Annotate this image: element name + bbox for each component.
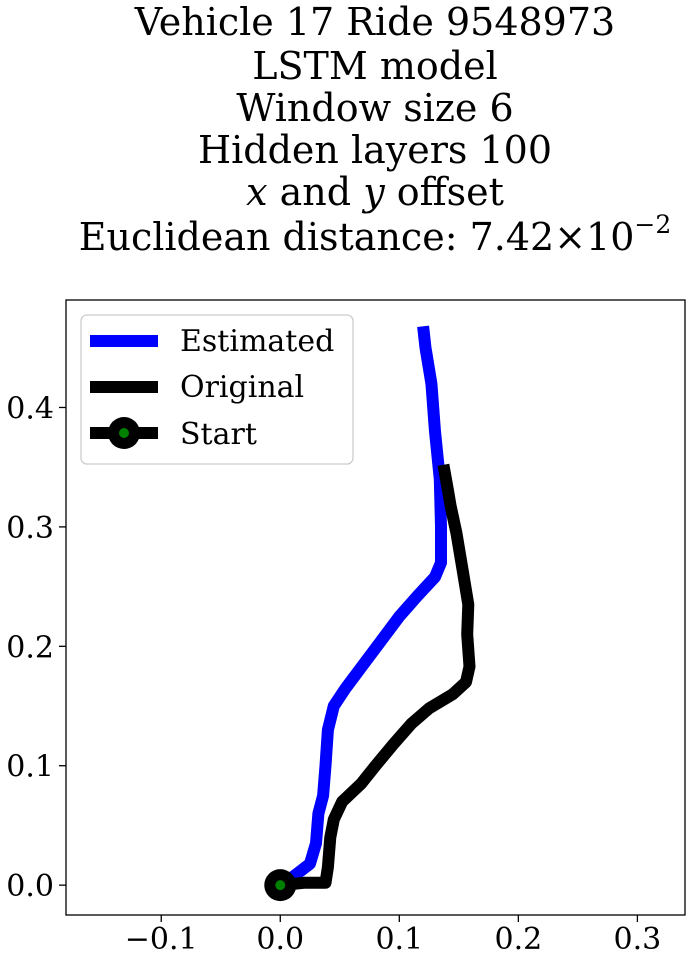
y-tick-label: 0.2 xyxy=(6,630,54,665)
x-tick-label: 0.3 xyxy=(614,922,662,957)
y-tick-label: 0.1 xyxy=(6,750,54,785)
x-tick-label: 0.2 xyxy=(494,922,542,957)
title-line-model: LSTM model xyxy=(252,44,497,88)
legend-frame xyxy=(80,314,354,465)
title-offset-y-var: y xyxy=(361,170,385,214)
legend-label-start: Start xyxy=(180,417,257,452)
legend-swatch-start-inner xyxy=(119,428,129,438)
axis-ticks: −0.1 0.0 0.1 0.2 0.3 0.0 0.1 0.2 0.3 0.4 xyxy=(6,391,661,957)
title-offset-x-var: x xyxy=(246,170,267,214)
x-tick-label: 0.0 xyxy=(256,922,304,957)
title-offset-tail: offset xyxy=(385,170,504,214)
title-distance-exponent: −2 xyxy=(634,210,671,239)
title-offset-and: and xyxy=(268,170,364,214)
y-tick-label: 0.3 xyxy=(6,511,54,546)
x-tick-label: 0.1 xyxy=(375,922,423,957)
y-tick-label: 0.0 xyxy=(6,869,54,904)
series-line-estimated xyxy=(276,325,447,891)
plot-layer xyxy=(264,325,476,902)
title-line-vehicle-ride: Vehicle 17 Ride 9548973 xyxy=(134,0,615,44)
title-distance-times: × xyxy=(554,215,586,259)
y-tick-label: 0.4 xyxy=(6,391,54,426)
title-distance-base: 10 xyxy=(586,215,634,259)
start-marker-inner xyxy=(275,880,286,891)
series-line-original xyxy=(279,463,476,892)
x-tick-label: −0.1 xyxy=(125,922,198,957)
title-line-hidden-layers: Hidden layers 100 xyxy=(198,128,552,172)
title-line-offset: x and y offset xyxy=(246,170,504,214)
plot-frame xyxy=(65,299,686,916)
title-line-distance: Euclidean distance: 7.42×10−2 xyxy=(79,210,672,259)
title-distance-mantissa: 7.42 xyxy=(470,215,555,259)
legend-label-estimated: Estimated xyxy=(180,324,334,359)
legend: Estimated Original Start xyxy=(80,314,354,465)
title-distance-prefix: Euclidean distance: xyxy=(79,215,470,259)
chart-title: Vehicle 17 Ride 9548973 LSTM model Windo… xyxy=(79,0,672,259)
title-line-window-size: Window size 6 xyxy=(236,86,513,130)
legend-label-original: Original xyxy=(180,370,304,405)
